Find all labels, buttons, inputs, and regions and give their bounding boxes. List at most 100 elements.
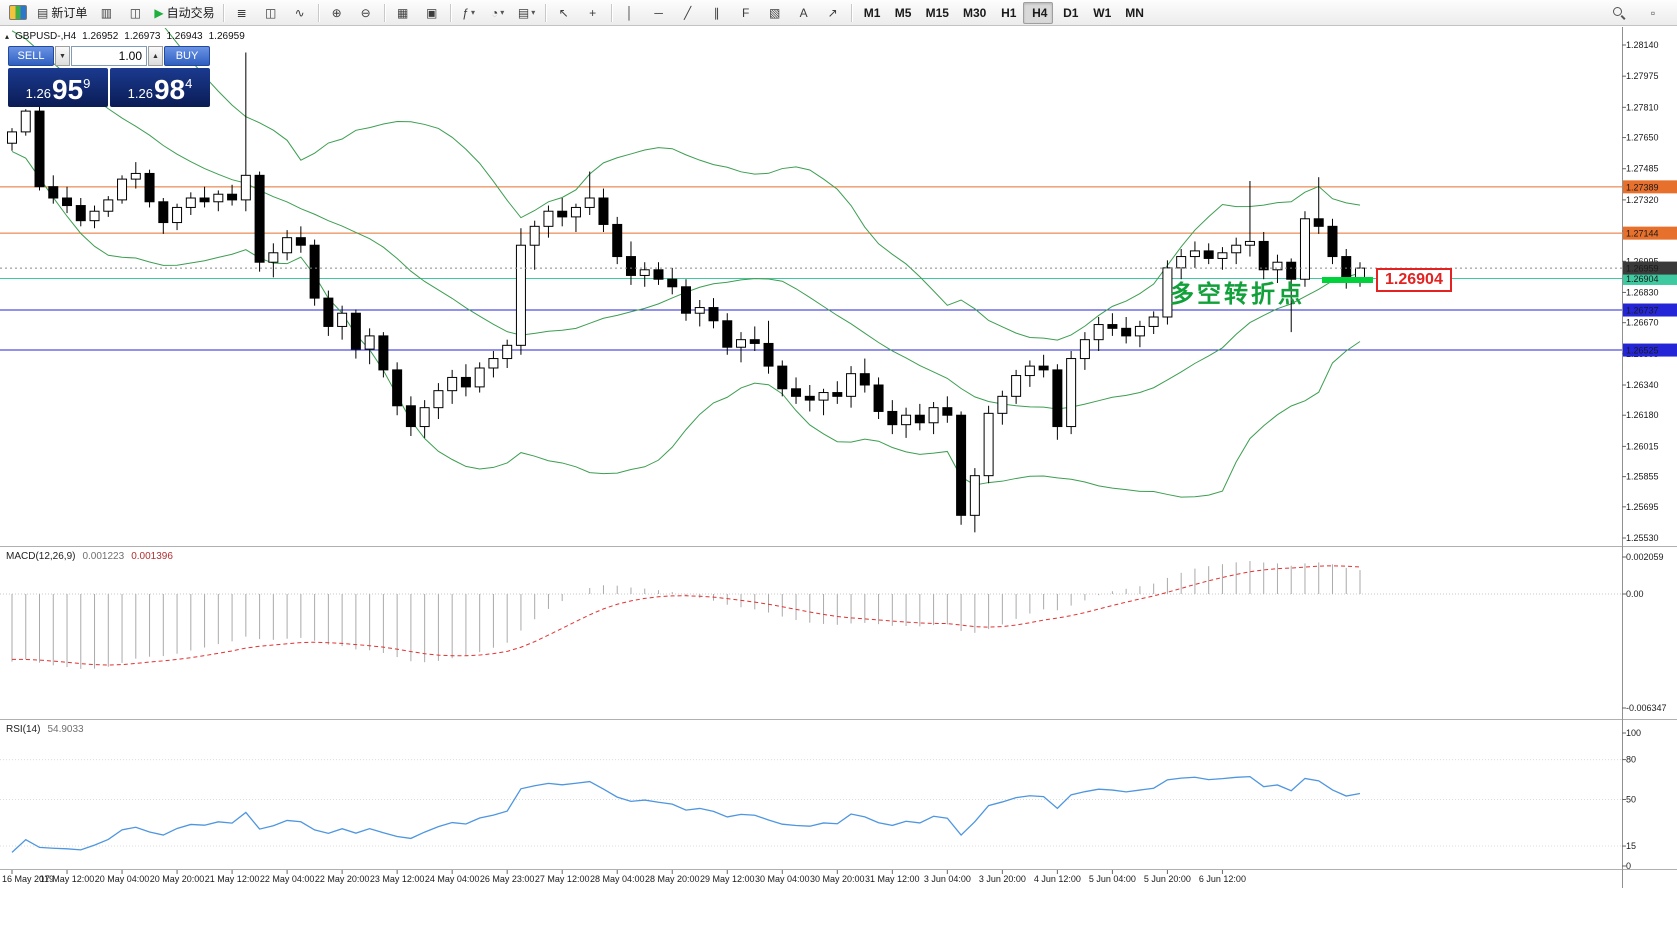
volume-decrease-button[interactable]: ▼ (55, 46, 70, 66)
rsi-header: RSI(14) 54.9033 (6, 724, 84, 735)
cascade-windows-icon[interactable]: ▣ (418, 2, 446, 24)
macd-title: MACD(12,26,9) (6, 551, 76, 562)
text-icon[interactable]: A (790, 2, 818, 24)
tf-d1[interactable]: D1 (1054, 2, 1084, 24)
trade-panel-toggle-icon[interactable]: ▴ (5, 32, 10, 41)
market-watch-icon-glyph: ▥ (100, 5, 113, 20)
horizontal-lines[interactable] (0, 186, 1622, 351)
templates-button[interactable]: ▤ ▾ (513, 2, 541, 24)
periods-button[interactable]: ◔ ▾ (484, 2, 512, 24)
candlestick-series (7, 52, 1365, 533)
macd-value-main: 0.001223 (82, 551, 125, 562)
svg-text:29 May 12:00: 29 May 12:00 (700, 874, 755, 884)
svg-text:50: 50 (1626, 795, 1636, 805)
cursor-icon[interactable]: ↖ (550, 2, 578, 24)
buy-price-display[interactable]: 1.26 98 4 (110, 68, 210, 107)
buy-button[interactable]: BUY (164, 46, 210, 66)
navigator-icon-glyph: ◫ (129, 5, 142, 20)
tf-mn-label: MN (1125, 5, 1144, 20)
price-axis[interactable]: 1.28140 1.27975 1.27810 1.27650 1.27485 1.273… (1622, 40, 1677, 871)
toolbar-buttons: ▤ 新订单 ▥ ◫ ▶ 自动交易 ≣ ◫ ∿ ⊕ ⊖ ▦ ▣ ƒ ▾ ◔ ▾ ▤ ▾ ↖ + │ ─ ╱ ∥ F ▧ A ↗ M1 M5 M1… (4, 1, 1605, 24)
macd-value-signal: 0.001396 (131, 551, 173, 562)
candlestick-chart-icon[interactable]: ◫ (257, 2, 285, 24)
vertical-line-icon[interactable]: │ (616, 2, 644, 24)
zoom-in-icon[interactable]: ⊕ (323, 2, 351, 24)
volume-input[interactable] (71, 46, 147, 66)
indicators-button[interactable]: ƒ ▾ (455, 2, 483, 24)
sell-button[interactable]: SELL (8, 46, 54, 66)
line-chart-icon[interactable]: ∿ (286, 2, 314, 24)
svg-text:30 May 04:00: 30 May 04:00 (755, 874, 810, 884)
tf-m30[interactable]: M30 (955, 2, 991, 24)
ohlc-open: 1.26952 (82, 31, 119, 42)
navigator-icon[interactable]: ◫ (121, 2, 149, 24)
rsi-value: 54.9033 (47, 724, 84, 735)
crosshair-icon[interactable]: + (579, 2, 607, 24)
svg-text:1.27485: 1.27485 (1626, 164, 1659, 174)
tf-m1[interactable]: M1 (856, 2, 886, 24)
annotation-text[interactable]: 多空转折点 (1170, 281, 1305, 308)
svg-text:1.28140: 1.28140 (1626, 40, 1659, 50)
svg-text:20 May 20:00: 20 May 20:00 (150, 874, 205, 884)
svg-text:21 May 12:00: 21 May 12:00 (205, 874, 260, 884)
toolbar-separator (222, 3, 224, 22)
svg-text:0: 0 (1626, 861, 1631, 871)
tf-mn[interactable]: MN (1117, 2, 1149, 24)
svg-text:20 May 04:00: 20 May 04:00 (95, 874, 150, 884)
toolbar-separator (610, 3, 612, 22)
volume-increase-button[interactable]: ▲ (148, 46, 163, 66)
svg-text:0.002059: 0.002059 (1626, 552, 1664, 562)
svg-text:1.26830: 1.26830 (1626, 287, 1659, 297)
toolbar-separator (544, 3, 546, 22)
tf-w1[interactable]: W1 (1085, 2, 1116, 24)
pane-separators (0, 27, 1677, 888)
svg-text:16 May 2019: 16 May 2019 (2, 874, 54, 884)
sell-price-big: 95 (51, 74, 84, 106)
tf-h1[interactable]: H1 (992, 2, 1022, 24)
new-order-button[interactable]: ▤ 新订单 (33, 2, 91, 24)
auto-trading-button[interactable]: ▶ 自动交易 (150, 2, 218, 24)
shapes-icon-glyph: ▧ (768, 5, 781, 20)
svg-text:24 May 04:00: 24 May 04:00 (425, 874, 480, 884)
buy-price-pip: 4 (185, 76, 193, 91)
svg-text:1.27650: 1.27650 (1626, 133, 1659, 143)
zoom-out-icon[interactable]: ⊖ (352, 2, 380, 24)
arrows-icon[interactable]: ↗ (819, 2, 847, 24)
svg-text:28 May 20:00: 28 May 20:00 (645, 874, 700, 884)
svg-text:5 Jun 04:00: 5 Jun 04:00 (1089, 874, 1136, 884)
tf-m15[interactable]: M15 (918, 2, 954, 24)
indicators-button-caret: ▾ (470, 8, 475, 17)
tf-h1-label: H1 (1001, 5, 1017, 20)
svg-text:80: 80 (1626, 755, 1636, 765)
tf-h4[interactable]: H4 (1023, 1, 1054, 24)
search-icon[interactable] (1605, 2, 1633, 24)
channel-icon[interactable]: ∥ (703, 2, 731, 24)
price-callout[interactable]: 1.26904 (1376, 268, 1452, 292)
shapes-icon[interactable]: ▧ (761, 2, 789, 24)
fibonacci-icon[interactable]: F (732, 2, 760, 24)
svg-text:23 May 12:00: 23 May 12:00 (370, 874, 425, 884)
trendline-icon[interactable]: ╱ (674, 2, 702, 24)
sell-price-prefix: 1.26 (25, 86, 51, 102)
toolbar-separator (383, 3, 385, 22)
bar-chart-icon[interactable]: ≣ (228, 2, 256, 24)
candlestick-chart-icon-glyph: ◫ (264, 5, 277, 20)
svg-text:1.26904: 1.26904 (1626, 274, 1659, 284)
auto-trading-button-label: 自动交易 (166, 6, 215, 20)
svg-text:15: 15 (1626, 841, 1636, 851)
sell-price-display[interactable]: 1.26 95 9 (8, 68, 108, 107)
app-logo[interactable] (4, 2, 32, 24)
tf-m5[interactable]: M5 (887, 2, 917, 24)
horizontal-line-icon[interactable]: ─ (645, 2, 673, 24)
svg-text:1.26995: 1.26995 (1626, 256, 1659, 266)
tile-windows-icon[interactable]: ▦ (389, 2, 417, 24)
window-box-icon[interactable]: ▫ (1639, 2, 1667, 24)
arrows-icon-glyph: ↗ (827, 5, 838, 20)
svg-text:1.25855: 1.25855 (1626, 472, 1659, 482)
annotation-highlight-bar[interactable] (1322, 277, 1373, 283)
svg-text:1.26340: 1.26340 (1626, 380, 1659, 390)
bollinger-bands (11, 28, 1361, 498)
market-watch-icon[interactable]: ▥ (92, 2, 120, 24)
